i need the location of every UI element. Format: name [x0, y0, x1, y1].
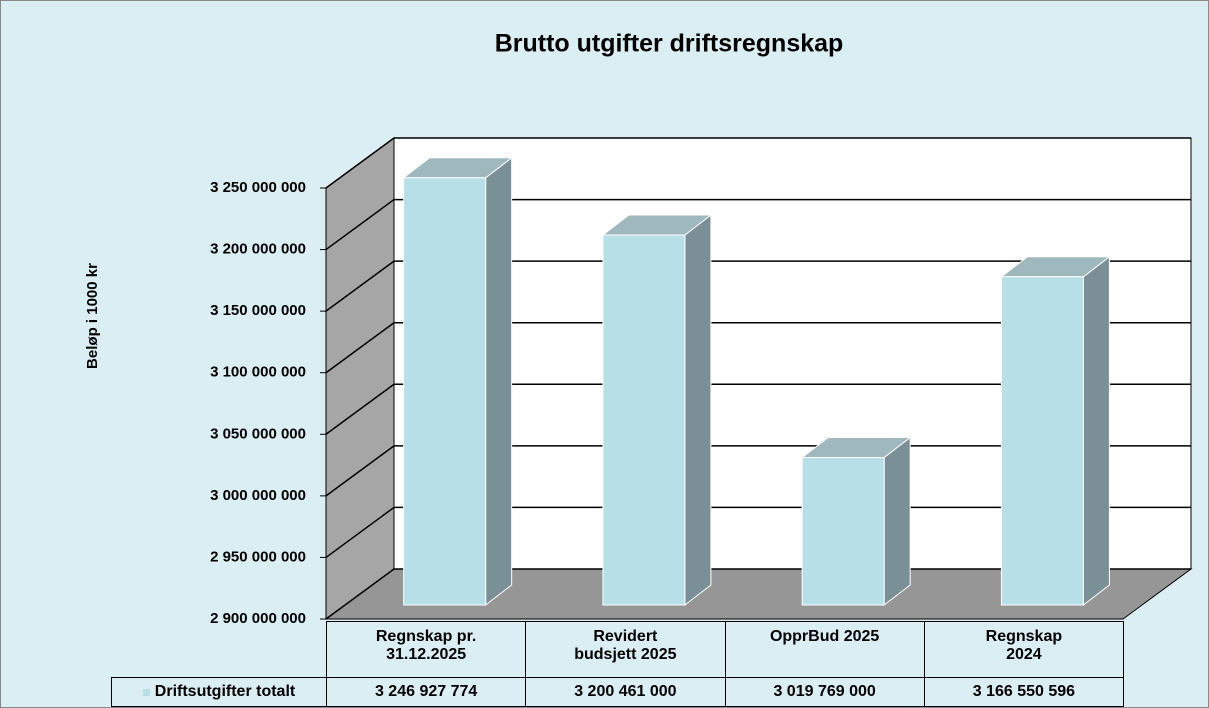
y-tick-label: 3 100 000 000: [210, 364, 306, 381]
category-header: Revidert budsjett 2025: [525, 621, 726, 678]
grid-line: [325, 322, 395, 374]
bar: [602, 234, 686, 606]
category-header: Regnskap 2024: [923, 621, 1124, 678]
grid-line: [325, 383, 395, 435]
grid-line: [325, 568, 395, 620]
bar-side: [883, 436, 911, 607]
category-header: OpprBud 2025: [724, 621, 925, 678]
value-label: 3 246 927 774: [326, 677, 527, 707]
grid-line: [325, 198, 395, 251]
value-label: 3 200 461 000: [525, 677, 726, 707]
category-header: Regnskap pr. 31.12.2025: [326, 621, 527, 678]
bar: [403, 177, 487, 606]
legend-swatch: [142, 688, 150, 696]
y-tick-label: 3 250 000 000: [210, 179, 306, 196]
y-tick-label: 3 200 000 000: [210, 241, 306, 258]
grid-line: [325, 260, 395, 312]
bar-side: [684, 213, 712, 607]
bar-side: [1082, 255, 1110, 607]
bar: [1000, 276, 1084, 606]
y-tick-label: 3 000 000 000: [210, 487, 306, 504]
bar: [801, 457, 885, 606]
legend-label: Driftsutgifter totalt: [154, 683, 296, 700]
side-wall: [325, 137, 395, 620]
y-tick-label: 2 900 000 000: [210, 610, 306, 627]
value-label: 3 166 550 596: [923, 677, 1124, 707]
grid-line: [325, 506, 395, 559]
y-axis-label: Beløp i 1000 kr: [84, 263, 101, 369]
legend-cell: Driftsutgifter totalt: [111, 677, 327, 707]
y-tick-label: 3 150 000 000: [210, 302, 306, 319]
grid-line: [325, 137, 395, 189]
value-label: 3 019 769 000: [724, 677, 925, 707]
chart-title: Brutto utgifter driftsregnskap: [495, 30, 844, 58]
y-tick-label: 3 050 000 000: [210, 425, 306, 442]
bar-side: [485, 156, 513, 607]
y-tick-label: 2 950 000 000: [210, 548, 306, 565]
grid-line: [325, 445, 395, 497]
